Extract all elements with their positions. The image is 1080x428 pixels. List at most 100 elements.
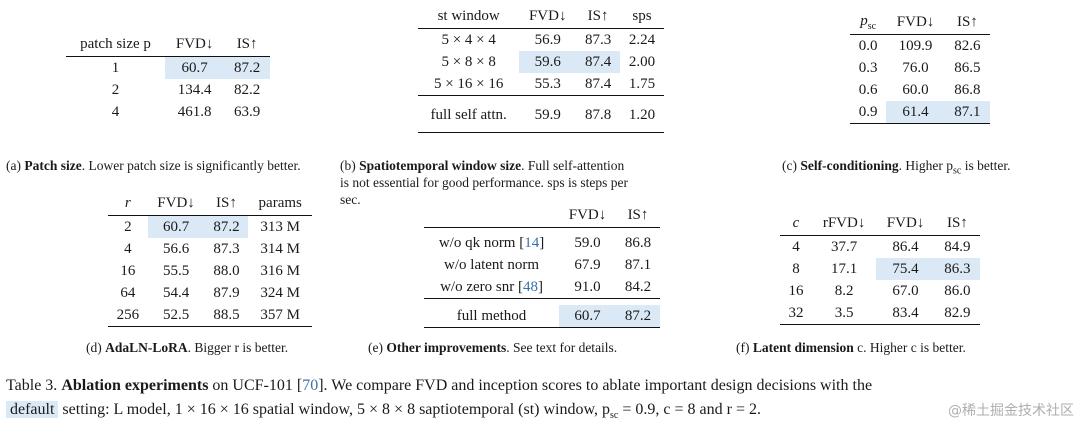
header-cell: psc	[850, 10, 886, 35]
table-cell: 56.6	[162, 240, 190, 257]
default-badge: default	[6, 401, 59, 418]
table-row: 5 × 4 × 4 56.9 87.3 2.24	[418, 29, 664, 52]
caption-label: (f)	[736, 340, 750, 355]
table-row: 16 8.2 67.0 86.0	[780, 280, 980, 302]
table-cell: 37.7	[830, 238, 858, 255]
table-st-window: st window FVD↓ IS↑ sps 5 × 4 × 4 56.9 87…	[418, 4, 664, 133]
header-cell: params	[258, 194, 302, 211]
table-header-row: patch size p FVD↓ IS↑	[66, 32, 270, 57]
table-cell: 8	[792, 260, 800, 277]
caption-title: Latent dimension	[752, 340, 854, 355]
table-cell: 59.9	[534, 106, 561, 123]
table-cell: w/o latent norm	[444, 256, 540, 273]
table-cell: 67.9	[574, 256, 601, 273]
table-row: 1 60.7 87.2	[66, 56, 270, 79]
table-cell: 16	[120, 262, 136, 279]
table-cell: 4	[124, 240, 132, 257]
citation-link[interactable]: 14	[524, 234, 540, 251]
header-cell: FVD↓	[175, 35, 214, 52]
table-cell: 0.3	[858, 59, 878, 76]
table-cell: 1.20	[628, 106, 656, 123]
citation-link[interactable]: 48	[522, 278, 538, 295]
table-cell: 52.5	[162, 306, 190, 323]
table-cell: 86.8	[624, 234, 652, 251]
table-cell: 8.2	[834, 282, 854, 299]
table-header-row: psc FVD↓ IS↑	[850, 10, 990, 35]
caption-text: c. Higher c is better.	[853, 340, 966, 355]
table-cell: full self attn.	[430, 106, 507, 123]
header-cell: IS↑	[627, 206, 649, 223]
table-cell: 86.4	[892, 238, 919, 255]
header-cell: IS↑	[946, 214, 968, 231]
table-cell: full method	[456, 307, 527, 324]
caption-label: (a)	[6, 158, 21, 173]
caption-text: . Full self-attention is not essential f…	[340, 158, 628, 207]
table-cell: 0.6	[858, 81, 878, 98]
table-row: w/o zero snr [48] 91.0 84.2	[424, 276, 660, 299]
caption-title: Spatiotemporal window size	[359, 158, 522, 173]
table-row: w/o latent norm 67.9 87.1	[424, 254, 660, 276]
watermark: @稀土掘金技术社区	[948, 403, 1074, 419]
caption-text: = 0.9, c = 8 and r = 2.	[618, 401, 761, 418]
table-cell: 2.00	[628, 53, 656, 70]
header-cell: sps	[632, 7, 652, 24]
table-cell: 61.4	[886, 101, 945, 124]
table-cell: 88.0	[213, 262, 240, 279]
table-cell: 1	[111, 59, 120, 76]
caption-title: AdaLN-LoRA	[105, 340, 188, 355]
table-cell: 0.9	[858, 103, 878, 120]
table-cell: 82.9	[944, 304, 971, 321]
caption-text: setting: L model, 1 × 16 × 16 spatial wi…	[58, 401, 611, 418]
table-cell: 32	[788, 304, 804, 321]
header-cell: IS↑	[587, 7, 609, 24]
table-cell: 63.9	[233, 103, 261, 120]
header-p: p	[860, 12, 868, 29]
table-cell: 84.2	[624, 278, 652, 295]
table-cell: 4	[792, 238, 800, 255]
table-cell: 87.8	[584, 106, 612, 123]
caption-c: (c) Self-conditioning. Higher psc is bet…	[782, 157, 1078, 180]
citation-link[interactable]: 70	[302, 377, 319, 394]
table-row: 32 3.5 83.4 82.9	[780, 302, 980, 325]
table-patch-size: patch size p FVD↓ IS↑ 1 60.7 87.2 2 134.…	[66, 32, 270, 123]
table-cell: 2.24	[628, 31, 656, 48]
table-cell: 87.4	[584, 75, 612, 92]
caption-label: (e)	[368, 340, 383, 355]
table-row: full self attn. 59.9 87.8 1.20	[418, 104, 664, 126]
table-row: 2 134.4 82.2	[66, 79, 270, 101]
header-cell: FVD↓	[886, 214, 925, 231]
header-cell: IS↑	[216, 194, 237, 211]
table-cell: 87.3	[584, 31, 612, 48]
table-cell: 134.4	[177, 81, 212, 98]
table-cell: 76.0	[902, 59, 929, 76]
table-cell: 59.0	[574, 234, 601, 251]
table-cell: 87.4	[576, 51, 621, 73]
header-cell: FVD↓	[528, 7, 567, 24]
table-cell: 357 M	[260, 306, 300, 323]
table-cell: 87.9	[213, 284, 240, 301]
table-cell: 5 × 4 × 4	[441, 31, 496, 48]
table-cell: 86.5	[954, 59, 981, 76]
table-cell: 86.0	[944, 282, 971, 299]
table-cell: 256	[116, 306, 140, 323]
table-row: 16 55.5 88.0 316 M	[108, 260, 312, 282]
table-row: 5 × 8 × 8 59.6 87.4 2.00	[418, 51, 664, 73]
table-cell: 88.5	[213, 306, 240, 323]
table-cell: w/o qk norm [14]	[424, 232, 559, 254]
row-label: w/o zero snr [	[440, 278, 523, 295]
table-cell: 87.2	[615, 305, 660, 328]
table-cell: 4	[111, 103, 120, 120]
table-cell: 17.1	[830, 260, 858, 277]
table-other-improvements: FVD↓ IS↑ w/o qk norm [14] 59.0 86.8 w/o …	[424, 203, 660, 328]
table-cell: 316 M	[260, 262, 300, 279]
table-cell: 324 M	[260, 284, 300, 301]
table-cell: 91.0	[574, 278, 601, 295]
caption-sub: sc	[953, 165, 962, 177]
table-cell: 1.75	[628, 75, 656, 92]
header-cell: IS↑	[956, 13, 978, 30]
table-cell: 109.9	[898, 37, 933, 54]
table-row: 0.3 76.0 86.5	[850, 57, 990, 79]
table-row: 5 × 16 × 16 55.3 87.4 1.75	[418, 73, 664, 96]
header-cell: r	[108, 191, 148, 216]
table-cell: 314 M	[260, 240, 300, 257]
